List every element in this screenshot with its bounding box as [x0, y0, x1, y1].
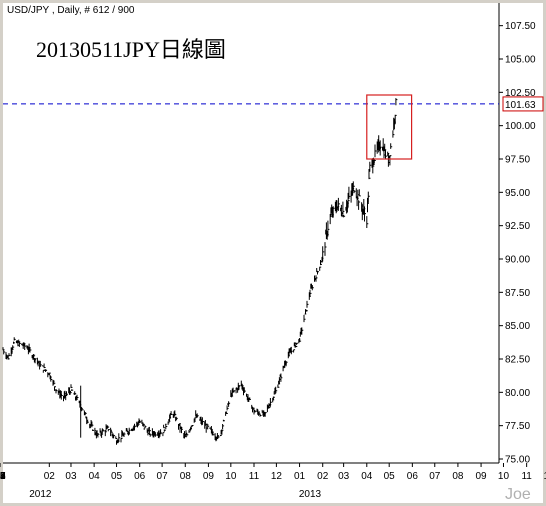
- time-tick-label: 07: [0, 471, 6, 482]
- time-tick-label: 03: [0, 471, 6, 482]
- time-tick-label: 04: [361, 471, 373, 482]
- price-tick-label: 75.00: [505, 455, 530, 466]
- time-tick-label: 03: [338, 471, 350, 482]
- year-label: 2013: [299, 489, 322, 500]
- time-tick-label: 05: [384, 471, 396, 482]
- time-tick-label: 02: [0, 471, 6, 482]
- time-tick-label: 07: [429, 471, 441, 482]
- time-tick-label: 06: [134, 471, 146, 482]
- annotations: 101.63: [3, 94, 544, 160]
- time-tick-label: 01: [0, 471, 6, 482]
- last-price-label: 101.63: [505, 100, 536, 111]
- time-tick-label: 06: [407, 471, 419, 482]
- price-tick-label: 80.00: [505, 388, 530, 399]
- price-tick-label: 92.50: [505, 221, 530, 232]
- price-tick-label: 107.50: [505, 21, 536, 32]
- price-tick-label: 87.50: [505, 288, 530, 299]
- time-tick-label: 12: [271, 471, 283, 482]
- price-tick-label: 102.50: [505, 88, 536, 99]
- price-tick-label: 77.50: [505, 421, 530, 432]
- last-price-box: [502, 96, 544, 112]
- time-tick-label: 06: [0, 471, 6, 482]
- time-tick-label: 11: [249, 471, 260, 482]
- chart-title: 20130511JPY日線圖: [36, 37, 226, 62]
- time-tick-label: 08: [180, 471, 192, 482]
- price-tick-label: 85.00: [505, 321, 530, 332]
- time-tick-label: 02: [44, 471, 56, 482]
- price-series: [2, 98, 398, 445]
- time-tick-label: 03: [65, 471, 77, 482]
- price-tick-label: 82.50: [505, 355, 530, 366]
- time-tick-label: 01: [294, 471, 306, 482]
- time-tick-label: 09: [0, 471, 6, 482]
- time-tick-label: 02: [317, 471, 329, 482]
- time-tick-label: 05: [0, 471, 6, 482]
- time-tick-label: 11: [521, 471, 532, 482]
- time-tick-label: 08: [452, 471, 464, 482]
- time-tick-label: 08: [0, 471, 6, 482]
- time-tick-label: 12: [543, 471, 546, 482]
- price-tick-label: 100.00: [505, 121, 536, 132]
- year-label: 2012: [29, 489, 52, 500]
- price-tick-label: 97.50: [505, 155, 530, 166]
- price-axis-ticks: 75.00 77.50 80.00 82.50 85.00 87.50 90.00 92.50…: [499, 21, 536, 466]
- time-tick-label: 05: [111, 471, 123, 482]
- watermark: Joe: [505, 486, 531, 503]
- price-bars: [2, 98, 398, 445]
- time-axis-ticks: 02 03 04 05 06 07 08 09 10 11 12 01 02 03 04 05 06 07 08 09…: [0, 463, 546, 500]
- time-tick-label: 07: [157, 471, 169, 482]
- price-tick-label: 105.00: [505, 55, 536, 66]
- price-tick-label: 95.00: [505, 188, 530, 199]
- symbol-line: USD/JPY , Daily, # 612 / 900: [7, 5, 135, 16]
- price-axis-area: [499, 3, 543, 463]
- time-tick-label: 10: [498, 471, 510, 482]
- highlight-box: [366, 94, 413, 160]
- time-tick-label: 09: [476, 471, 488, 482]
- plot-area: [3, 3, 499, 463]
- time-tick-label: 09: [203, 471, 215, 482]
- time-tick-label: 04: [0, 471, 6, 482]
- price-tick-label: 90.00: [505, 255, 530, 266]
- time-axis-area: [3, 463, 543, 503]
- time-tick-label: 10: [225, 471, 237, 482]
- time-tick-label: 04: [89, 471, 101, 482]
